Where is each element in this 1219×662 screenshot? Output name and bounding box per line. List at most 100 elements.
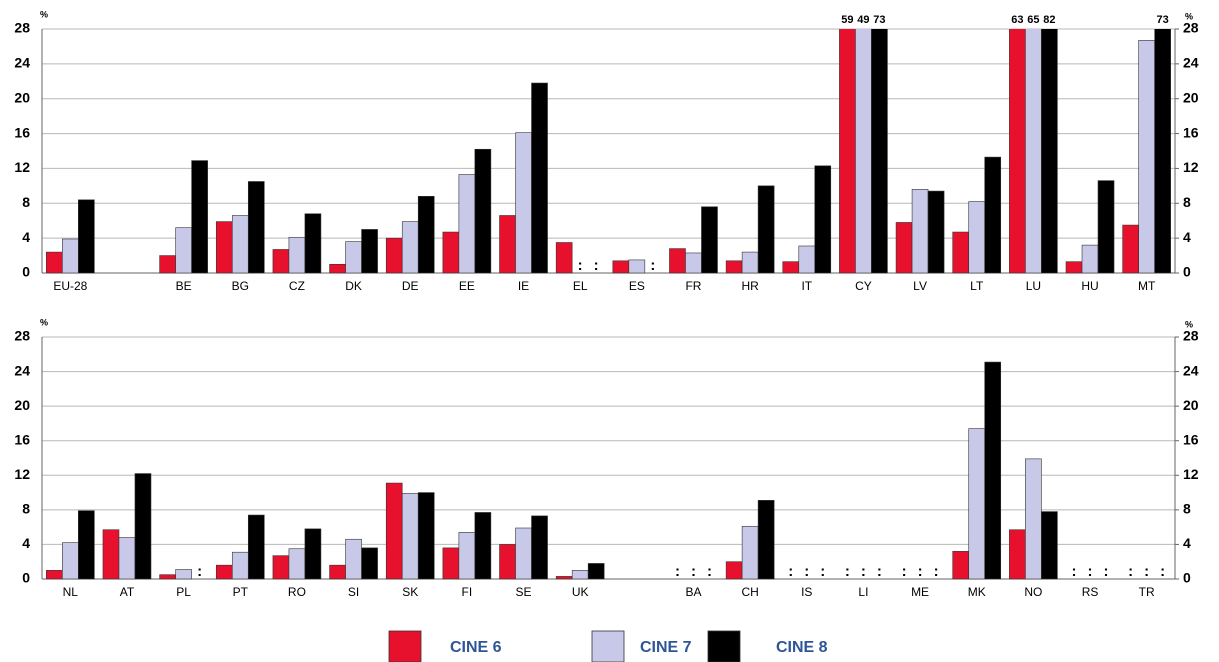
bar <box>1081 244 1099 274</box>
bar <box>62 542 79 580</box>
bar <box>417 492 435 580</box>
x-tick-label: BE <box>176 279 192 293</box>
y-tick-label: 4 <box>22 229 30 245</box>
bar <box>345 538 362 580</box>
y2-tick-label: 16 <box>1183 124 1199 140</box>
y-tick-label: 24 <box>14 55 30 71</box>
bar <box>401 221 419 274</box>
bar <box>1138 40 1155 274</box>
bar <box>1025 458 1042 580</box>
x-tick-label: BG <box>232 279 249 293</box>
x-tick-label: EE <box>459 279 475 293</box>
x-tick-label: MK <box>968 585 986 599</box>
missing-label: : <box>691 563 696 580</box>
bar <box>895 222 913 274</box>
legend-swatch <box>591 630 625 662</box>
legend-label: CINE 8 <box>776 639 828 656</box>
missing-label: : <box>675 563 680 580</box>
bar <box>968 201 986 274</box>
y-tick-label: 0 <box>22 264 30 280</box>
bar <box>701 206 718 274</box>
y2-axis-label: % <box>1185 319 1193 329</box>
missing-label: : <box>1128 563 1133 580</box>
bar <box>442 547 460 580</box>
bars <box>46 29 1171 274</box>
bar <box>175 569 192 580</box>
bar <box>175 227 192 274</box>
y2-tick-label: 24 <box>1183 55 1199 71</box>
bar <box>385 482 403 580</box>
bar <box>385 237 403 274</box>
bar <box>215 221 233 274</box>
missing-label: : <box>1088 563 1093 580</box>
bar <box>531 515 548 580</box>
bar <box>345 241 362 274</box>
y-tick-label: 12 <box>14 159 30 175</box>
bar <box>1065 261 1083 274</box>
bar <box>741 251 759 274</box>
bar <box>515 527 532 580</box>
bar <box>329 564 346 580</box>
bar <box>46 570 63 580</box>
x-tick-label: AT <box>120 585 135 599</box>
bar <box>231 215 249 274</box>
bar <box>628 259 646 274</box>
bar <box>159 255 176 274</box>
x-tick-label: NO <box>1024 585 1042 599</box>
x-tick-label: HU <box>1081 279 1098 293</box>
bar <box>952 551 970 580</box>
bar <box>839 29 856 274</box>
missing-label: : <box>594 257 599 274</box>
y2-tick-label: 8 <box>1183 194 1191 210</box>
y-tick-label: 12 <box>14 466 30 482</box>
y2-tick-label: 24 <box>1183 362 1199 378</box>
y2-axis-label: % <box>1185 11 1193 21</box>
bar <box>361 547 378 580</box>
x-tick-label: EL <box>573 279 588 293</box>
y2-tick-label: 12 <box>1183 466 1199 482</box>
y2-tick-label: 28 <box>1183 20 1199 36</box>
bar <box>134 473 152 580</box>
data-label: 65 <box>1027 14 1039 26</box>
bar <box>871 29 888 274</box>
y-tick-label: 28 <box>14 328 30 344</box>
data-label: 73 <box>873 14 885 26</box>
missing-label: : <box>1144 563 1149 580</box>
x-tick-label: SK <box>402 585 418 599</box>
x-tick-label: TR <box>1139 585 1155 599</box>
x-tick-label: EU-28 <box>53 279 87 293</box>
x-tick-label: CY <box>855 279 872 293</box>
missing-label: : <box>845 563 850 580</box>
missing-label: : <box>902 563 907 580</box>
x-tick-label: IT <box>801 279 812 293</box>
bar <box>442 231 460 274</box>
y2-tick-label: 20 <box>1183 89 1199 105</box>
missing-label: : <box>934 563 939 580</box>
bar <box>798 245 816 274</box>
bar <box>968 428 986 580</box>
bar <box>474 512 492 580</box>
x-tick-label: RO <box>288 585 306 599</box>
x-tick-label: SE <box>516 585 532 599</box>
x-tick-label: BA <box>685 585 701 599</box>
y-tick-label: 16 <box>14 124 30 140</box>
bar <box>118 537 136 580</box>
bar <box>1097 180 1115 274</box>
bar <box>458 532 476 580</box>
missing-label: : <box>877 563 882 580</box>
x-tick-label: LT <box>970 279 984 293</box>
bar <box>1041 29 1058 274</box>
data-label: 59 <box>841 14 853 26</box>
bar <box>1009 529 1026 580</box>
bar <box>757 500 775 580</box>
missing-label: : <box>707 563 712 580</box>
bar <box>515 132 532 274</box>
y2-tick-label: 4 <box>1183 535 1191 551</box>
missing-label: : <box>788 563 793 580</box>
bar <box>247 514 265 580</box>
y-tick-label: 8 <box>22 194 30 210</box>
bar <box>587 563 605 580</box>
missing-label: : <box>1072 563 1077 580</box>
missing-label: : <box>918 563 923 580</box>
